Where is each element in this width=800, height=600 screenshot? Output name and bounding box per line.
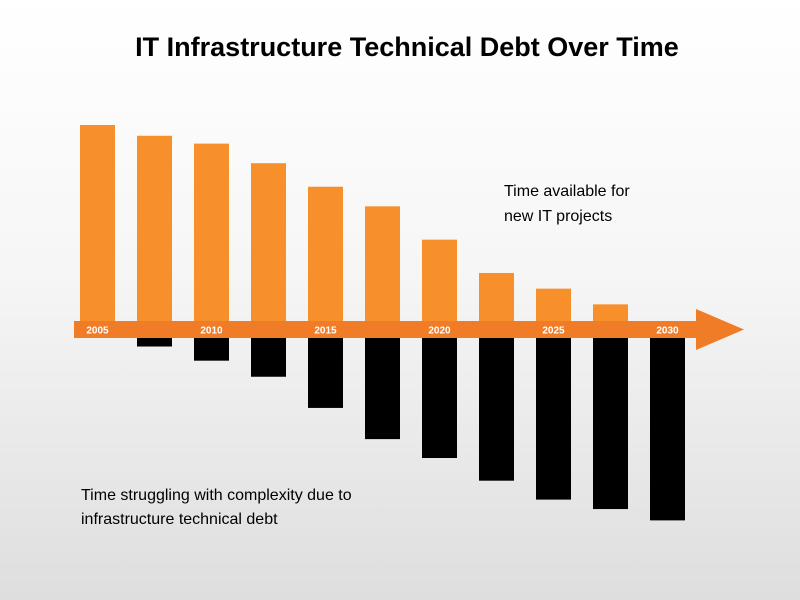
tick-label-2005: 2005: [86, 326, 109, 337]
tick-label-2025: 2025: [542, 326, 565, 337]
axis-arrowhead: [696, 309, 744, 350]
bar-complexity-2008: [251, 338, 286, 377]
tick-label-2015: 2015: [314, 326, 337, 337]
tick-labels: 2005 2010 2015 2020 2025 2030: [86, 326, 679, 337]
tick-label-2010: 2010: [200, 326, 223, 337]
annotation-complexity-line1: Time struggling with complexity due to: [81, 487, 352, 504]
bar-complexity-2007: [194, 338, 229, 361]
timeline-axis: [74, 309, 744, 350]
bar-complexity-2011: [422, 338, 457, 459]
bars-available-time: [80, 125, 628, 321]
bar-available-2012: [479, 272, 514, 321]
bar-available-2006: [137, 135, 172, 321]
bar-available-2008: [251, 163, 286, 321]
bars-complexity-time: [137, 338, 685, 521]
bar-complexity-2006: [137, 338, 172, 347]
bar-available-2013: [536, 288, 571, 321]
chart-title: IT Infrastructure Technical Debt Over Ti…: [135, 32, 679, 62]
bar-available-2009: [308, 186, 343, 321]
bar-complexity-2015: [650, 338, 685, 521]
bar-available-2010: [365, 206, 400, 321]
annotation-available-line2: new IT projects: [504, 208, 612, 225]
tick-label-2020: 2020: [428, 326, 451, 337]
annotation-available-line1: Time available for: [504, 183, 630, 200]
bar-complexity-2010: [365, 338, 400, 440]
annotation-complexity-line2: infrastructure technical debt: [81, 511, 278, 528]
bar-complexity-2009: [308, 338, 343, 408]
bar-available-2005: [80, 125, 115, 321]
axis-band: [74, 321, 704, 338]
bar-available-2014: [593, 304, 628, 321]
bar-available-2007: [194, 143, 229, 321]
bar-complexity-2012: [479, 338, 514, 481]
tick-label-2030: 2030: [656, 326, 679, 337]
bar-available-2011: [422, 239, 457, 321]
bar-complexity-2014: [593, 338, 628, 510]
bar-complexity-2013: [536, 338, 571, 500]
